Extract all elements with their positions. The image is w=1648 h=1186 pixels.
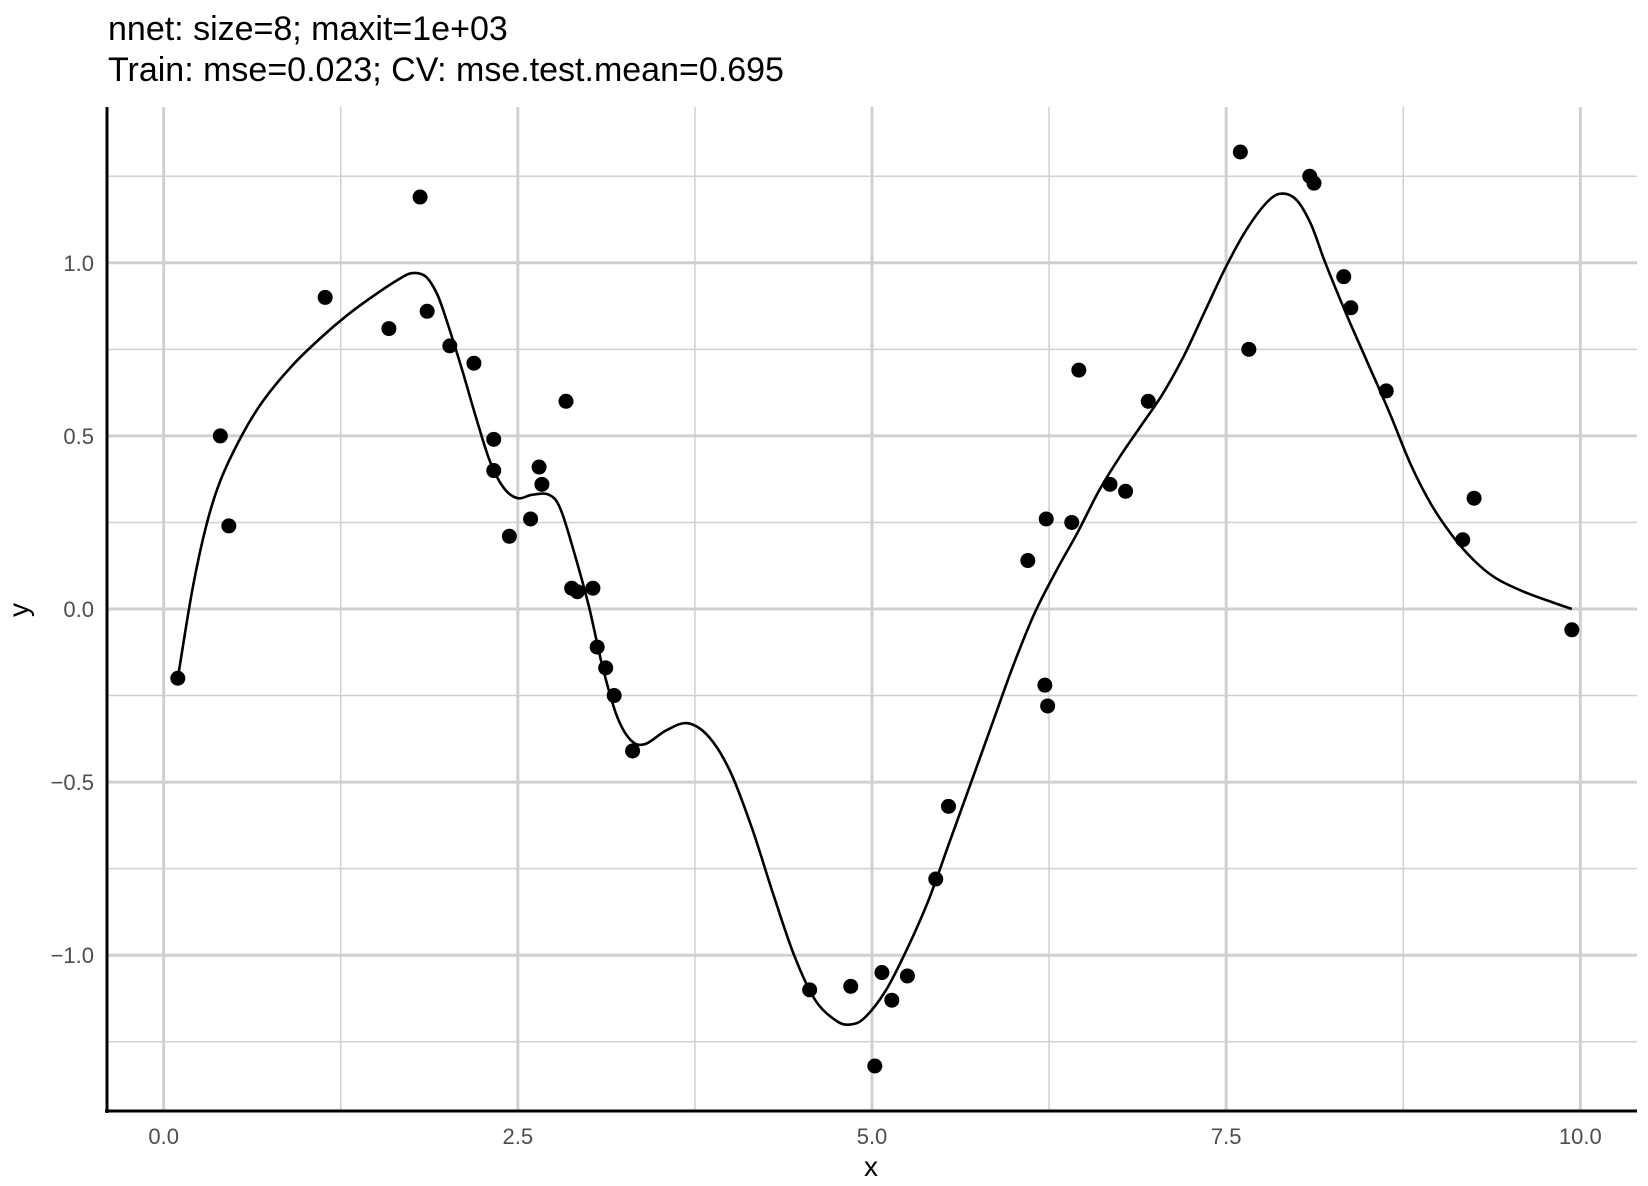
data-point <box>899 968 915 984</box>
data-point <box>419 303 435 319</box>
data-point <box>1140 393 1156 409</box>
data-point <box>941 798 956 814</box>
data-point <box>802 982 818 998</box>
data-point <box>585 580 601 596</box>
data-point <box>1564 622 1580 638</box>
y-axis-title: y <box>3 603 34 617</box>
data-point <box>381 321 397 337</box>
x-tick-label: 10.0 <box>1559 1124 1602 1149</box>
data-point <box>531 459 547 475</box>
data-point <box>1038 511 1054 527</box>
data-point <box>569 584 585 600</box>
data-point <box>589 639 605 655</box>
data-point <box>928 871 944 887</box>
data-point <box>843 978 859 994</box>
data-point <box>170 670 186 686</box>
major-gridlines <box>107 107 1637 1111</box>
chart-title: nnet: size=8; maxit=1e+03 <box>108 10 508 48</box>
data-point <box>317 289 333 305</box>
x-axis-title: x <box>864 1151 878 1182</box>
data-point <box>1020 553 1036 569</box>
data-point <box>1037 677 1053 693</box>
chart-subtitle: Train: mse=0.023; CV: mse.test.mean=0.69… <box>108 51 784 89</box>
data-points <box>170 144 1580 1074</box>
x-tick-label: 7.5 <box>1211 1124 1242 1149</box>
data-point <box>606 688 622 704</box>
data-point <box>1306 175 1322 191</box>
data-point <box>1040 698 1056 714</box>
data-point <box>534 476 550 492</box>
data-point <box>1455 532 1471 548</box>
data-point <box>1378 383 1394 399</box>
data-point <box>874 965 890 981</box>
x-tick-label: 2.5 <box>503 1124 534 1149</box>
y-tick-label: −1.0 <box>51 943 94 968</box>
y-tick-label: −0.5 <box>51 770 94 795</box>
data-point <box>1336 269 1352 285</box>
y-axis-ticks: −1.0 −0.5 0.0 0.5 1.0 <box>51 251 94 968</box>
data-point <box>1071 362 1087 378</box>
y-tick-label: 0.0 <box>63 597 94 622</box>
data-point <box>1232 144 1248 160</box>
data-point <box>1102 476 1118 492</box>
data-point <box>486 431 502 447</box>
data-point <box>1241 341 1257 357</box>
data-point <box>1064 514 1080 530</box>
data-point <box>212 428 228 444</box>
data-point <box>523 511 539 527</box>
x-axis-ticks: 0.0 2.5 5.0 7.5 10.0 <box>148 1124 1601 1149</box>
data-point <box>466 355 482 371</box>
data-point <box>1343 300 1359 316</box>
data-point <box>625 743 641 759</box>
y-tick-label: 0.5 <box>63 424 94 449</box>
data-point <box>884 992 900 1008</box>
data-point <box>486 463 502 479</box>
data-point <box>221 518 237 534</box>
data-point <box>1118 483 1134 499</box>
data-point <box>442 338 458 354</box>
data-point <box>598 660 614 676</box>
data-point <box>867 1058 883 1074</box>
data-point <box>501 528 517 544</box>
fitted-curve <box>176 192 1573 1026</box>
x-tick-label: 0.0 <box>148 1124 179 1149</box>
y-tick-label: 1.0 <box>63 251 94 276</box>
data-point <box>558 393 574 409</box>
data-point <box>1466 490 1482 506</box>
data-point <box>412 189 428 205</box>
x-tick-label: 5.0 <box>857 1124 888 1149</box>
